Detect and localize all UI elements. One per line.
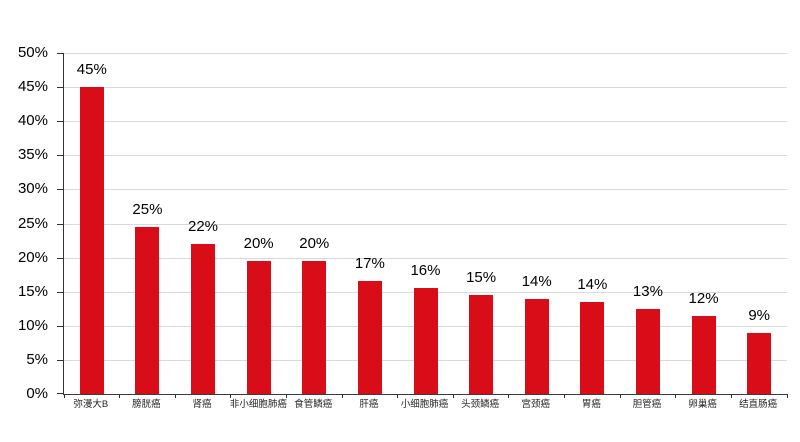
y-axis-tick — [57, 121, 63, 123]
x-axis-tick — [675, 394, 677, 398]
bar — [246, 261, 271, 394]
bar-value-label: 15% — [466, 269, 497, 287]
x-axis-tick — [119, 394, 121, 398]
x-category-label: 小细胞肺癌 — [400, 399, 449, 410]
y-axis-tick-label: 30% — [17, 180, 48, 198]
x-category-label: 胃癌 — [581, 399, 601, 410]
y-axis-tick-label: 0% — [26, 385, 48, 402]
gridline — [64, 189, 787, 191]
y-axis-tick-label: 50% — [17, 44, 48, 61]
x-axis-tick — [285, 394, 287, 398]
bar — [302, 261, 327, 394]
y-axis-tick — [57, 189, 63, 191]
x-axis-tick — [730, 394, 732, 398]
gridline — [64, 257, 787, 259]
bar — [191, 243, 216, 394]
y-axis-tick-label: 10% — [17, 316, 48, 334]
x-category-label: 宫颈癌 — [521, 399, 550, 410]
x-category-label: 卵巢癌 — [688, 399, 717, 410]
y-axis-tick-label: 5% — [26, 350, 48, 368]
x-axis-tick — [786, 394, 788, 398]
bar — [635, 308, 660, 394]
bar — [747, 332, 772, 394]
x-axis-tick — [452, 394, 454, 398]
bar — [469, 295, 494, 394]
y-axis-tick-label: 20% — [17, 248, 48, 266]
x-category-label: 非小细胞肺癌 — [229, 399, 287, 410]
y-axis-tick — [57, 53, 63, 54]
bar-value-label: 16% — [410, 262, 441, 280]
plot-area: 45% 25% 22% 20% 20% 17% 16% 15% 14% 14% 13% 12% 9% — [57, 53, 788, 398]
bar-value-label: 20% — [243, 235, 274, 253]
bar-value-label: 17% — [354, 255, 385, 273]
bar-value-label: 12% — [688, 289, 719, 307]
bar-value-label: 20% — [299, 235, 330, 253]
y-axis-tick — [57, 325, 63, 327]
bar-value-label: 13% — [632, 282, 663, 300]
x-category-label: 结直肠癌 — [739, 399, 778, 410]
x-category-label: 头颈鳞癌 — [461, 399, 500, 410]
x-axis-tick — [230, 394, 232, 398]
gridline — [64, 121, 787, 123]
x-axis-tick — [63, 394, 65, 398]
bar — [691, 315, 716, 394]
bar-value-label: 9% — [748, 306, 771, 324]
bar — [580, 301, 605, 394]
x-axis-tick — [341, 394, 343, 398]
y-axis-tick — [57, 257, 63, 259]
gridline — [64, 223, 787, 225]
y-axis-tick — [57, 155, 63, 157]
bar-value-label: 25% — [132, 200, 163, 218]
x-axis-tick — [397, 394, 399, 398]
y-axis-tick-label: 25% — [17, 214, 48, 232]
y-axis-tick-label: 35% — [17, 146, 48, 164]
bar — [413, 288, 438, 394]
x-category-label: 胆管癌 — [632, 399, 662, 410]
y-axis-tick-label: 40% — [17, 112, 48, 130]
bar — [524, 298, 549, 394]
x-category-label: 肝癌 — [359, 399, 379, 410]
y-axis-tick — [57, 223, 63, 225]
gridline — [64, 155, 787, 157]
x-category-label: 食管鳞癌 — [294, 399, 333, 410]
x-axis-tick — [564, 394, 566, 398]
y-axis-tick — [57, 291, 63, 293]
gridline — [64, 87, 787, 89]
bar-value-label: 14% — [577, 275, 608, 293]
bar-value-label: 22% — [188, 217, 219, 235]
x-axis-tick — [619, 394, 621, 398]
gridline — [64, 53, 787, 54]
bar — [135, 226, 160, 394]
x-axis-tick — [174, 394, 176, 398]
bar — [357, 281, 382, 394]
bar-value-label: 45% — [76, 61, 107, 79]
bar — [79, 87, 104, 394]
y-axis-tick — [57, 87, 63, 89]
y-axis-tick — [57, 393, 63, 394]
x-axis-tick — [508, 394, 510, 398]
x-category-label: 弥漫大B — [73, 399, 109, 410]
x-category-label: 肾癌 — [192, 399, 212, 410]
y-axis-tick-label: 15% — [17, 282, 48, 300]
y-axis-tick-label: 45% — [17, 78, 48, 96]
y-axis-tick — [57, 359, 63, 361]
x-category-label: 膀胱癌 — [132, 399, 161, 410]
bar-value-label: 14% — [521, 272, 552, 290]
